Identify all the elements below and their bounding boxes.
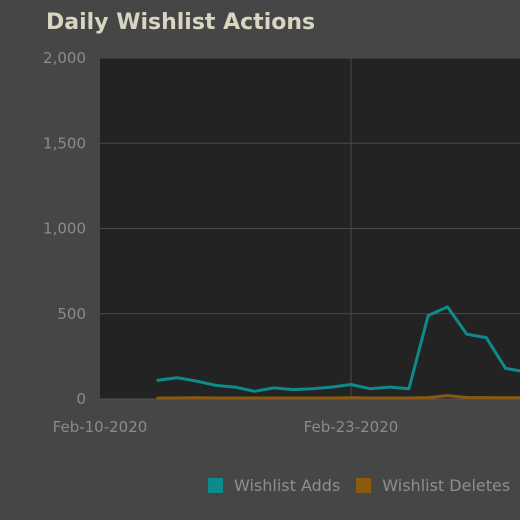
y-tick-label: 2,000 [43, 49, 86, 67]
legend-swatch-wishlist-adds [208, 478, 223, 493]
y-tick-label: 1,500 [43, 134, 86, 152]
legend: Wishlist Adds Wishlist Deletes [208, 476, 520, 495]
legend-swatch-wishlist-deletes [356, 478, 372, 493]
y-tick-label: 1,000 [43, 220, 86, 238]
legend-label-wishlist-adds: Wishlist Adds [234, 476, 341, 495]
legend-label-wishlist-deletes: Wishlist Deletes [382, 476, 511, 495]
legend-item-wishlist-deletes[interactable]: Wishlist Deletes [356, 476, 510, 495]
y-tick-label: 0 [76, 390, 86, 408]
x-tick-label: Feb-10-2020 [53, 418, 148, 436]
y-axis-ticks: 2,000 1,500 1,000 500 0 [43, 49, 86, 408]
x-axis-ticks: Feb-10-2020 Feb-23-2020 [53, 418, 399, 436]
legend-item-wishlist-adds[interactable]: Wishlist Adds [208, 476, 340, 495]
chart-title: Daily Wishlist Actions [46, 10, 316, 35]
series-line-wishlist-deletes [156, 394, 520, 400]
x-tick-label: Feb-23-2020 [304, 418, 399, 436]
series-lines [156, 305, 520, 400]
series-line-wishlist-adds [156, 305, 520, 393]
y-tick-label: 500 [57, 305, 86, 323]
